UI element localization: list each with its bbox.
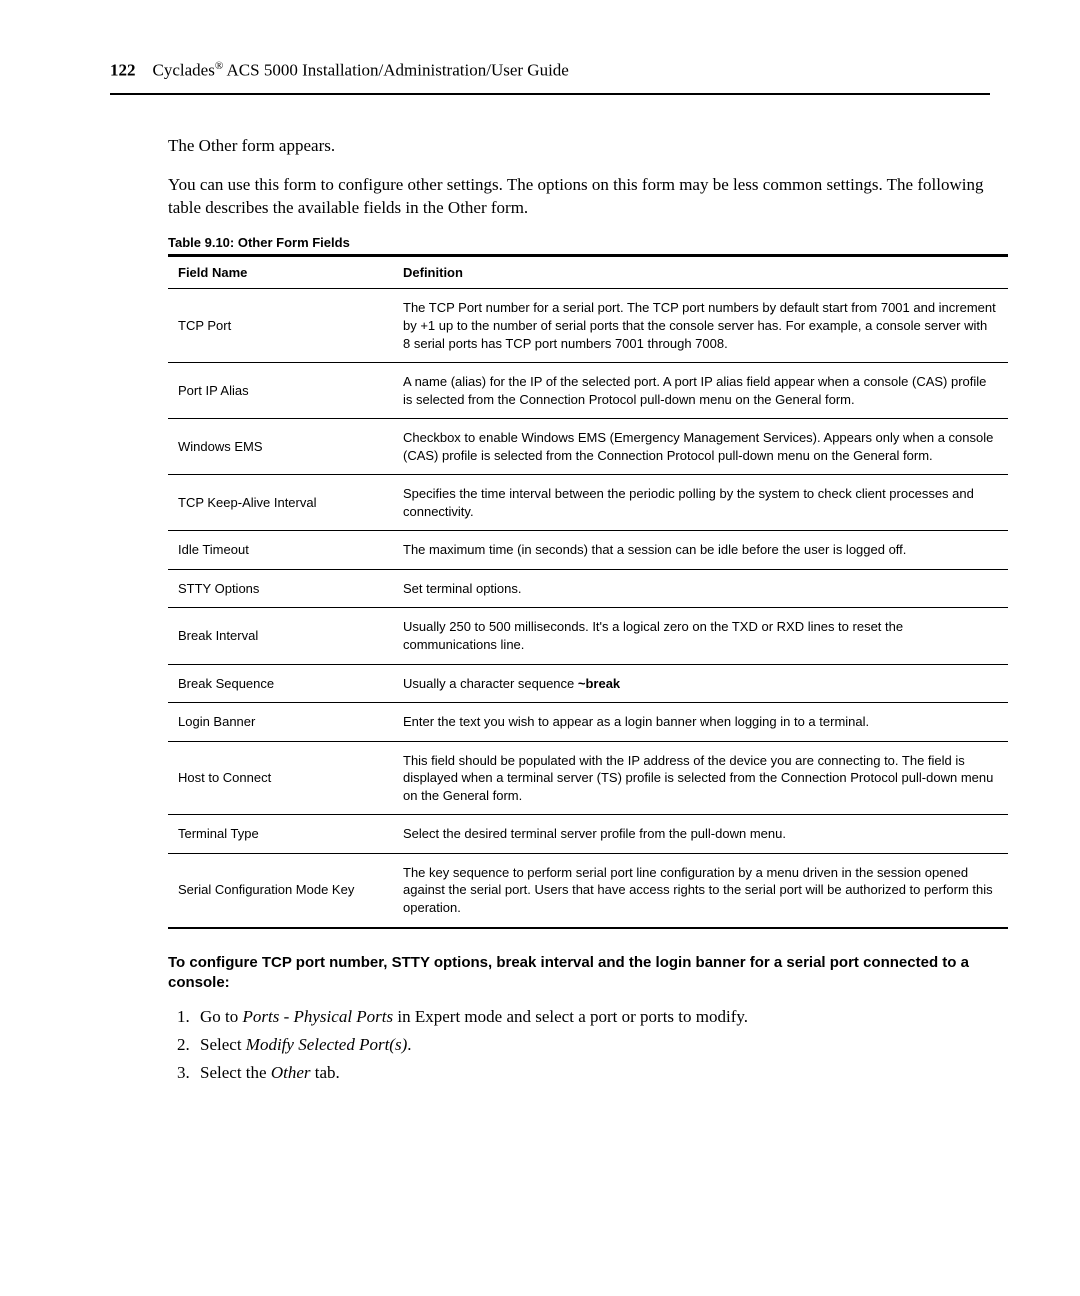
field-def: A name (alias) for the IP of the selecte… bbox=[393, 363, 1008, 419]
step-italic: Ports - Physical Ports bbox=[243, 1007, 394, 1026]
field-def: Set terminal options. bbox=[393, 569, 1008, 608]
step-text: . bbox=[407, 1035, 411, 1054]
field-def: Checkbox to enable Windows EMS (Emergenc… bbox=[393, 419, 1008, 475]
field-name: Port IP Alias bbox=[168, 363, 393, 419]
field-name: Host to Connect bbox=[168, 741, 393, 815]
header-rule bbox=[110, 93, 990, 95]
table-row: Serial Configuration Mode Key The key se… bbox=[168, 853, 1008, 927]
step-text: Select the bbox=[200, 1063, 271, 1082]
def-bold: ~break bbox=[578, 676, 620, 691]
procedure-heading: To configure TCP port number, STTY optio… bbox=[168, 953, 990, 994]
step-text: tab. bbox=[310, 1063, 339, 1082]
field-name: Idle Timeout bbox=[168, 531, 393, 570]
step-text: in Expert mode and select a port or port… bbox=[393, 1007, 748, 1026]
table-row: Port IP Alias A name (alias) for the IP … bbox=[168, 363, 1008, 419]
table-row: Break Interval Usually 250 to 500 millis… bbox=[168, 608, 1008, 664]
steps-list: Go to Ports - Physical Ports in Expert m… bbox=[168, 1007, 990, 1083]
table-row: Login Banner Enter the text you wish to … bbox=[168, 703, 1008, 742]
fields-table: Field Name Definition TCP Port The TCP P… bbox=[168, 254, 1008, 928]
page-content: 122 Cyclades® ACS 5000 Installation/Admi… bbox=[0, 0, 1080, 1151]
field-name: TCP Keep-Alive Interval bbox=[168, 475, 393, 531]
field-def: Enter the text you wish to appear as a l… bbox=[393, 703, 1008, 742]
step-text: Select bbox=[200, 1035, 246, 1054]
table-row: Windows EMS Checkbox to enable Windows E… bbox=[168, 419, 1008, 475]
field-def: This field should be populated with the … bbox=[393, 741, 1008, 815]
table-row: Break Sequence Usually a character seque… bbox=[168, 664, 1008, 703]
field-name: Serial Configuration Mode Key bbox=[168, 853, 393, 927]
intro-line-1: The Other form appears. bbox=[168, 135, 990, 158]
page-number: 122 bbox=[110, 61, 136, 80]
field-name: Terminal Type bbox=[168, 815, 393, 854]
step-text: Go to bbox=[200, 1007, 243, 1026]
step-item: Select Modify Selected Port(s). bbox=[194, 1035, 990, 1055]
table-row: TCP Port The TCP Port number for a seria… bbox=[168, 289, 1008, 363]
table-row: STTY Options Set terminal options. bbox=[168, 569, 1008, 608]
page-header: 122 Cyclades® ACS 5000 Installation/Admi… bbox=[110, 60, 990, 81]
col-field-name: Field Name bbox=[168, 256, 393, 289]
registered-mark: ® bbox=[215, 60, 223, 72]
table-caption: Table 9.10: Other Form Fields bbox=[168, 235, 990, 250]
table-row: TCP Keep-Alive Interval Specifies the ti… bbox=[168, 475, 1008, 531]
field-def: Specifies the time interval between the … bbox=[393, 475, 1008, 531]
field-def: Usually 250 to 500 milliseconds. It's a … bbox=[393, 608, 1008, 664]
def-prefix: Usually a character sequence bbox=[403, 676, 578, 691]
field-def: The key sequence to perform serial port … bbox=[393, 853, 1008, 927]
guide-title: ACS 5000 Installation/Administration/Use… bbox=[223, 61, 569, 80]
col-definition: Definition bbox=[393, 256, 1008, 289]
step-italic: Other bbox=[271, 1063, 311, 1082]
field-def: Select the desired terminal server profi… bbox=[393, 815, 1008, 854]
field-def: The maximum time (in seconds) that a ses… bbox=[393, 531, 1008, 570]
intro-line-2: You can use this form to configure other… bbox=[168, 174, 990, 220]
table-row: Idle Timeout The maximum time (in second… bbox=[168, 531, 1008, 570]
field-def: Usually a character sequence ~break bbox=[393, 664, 1008, 703]
field-name: STTY Options bbox=[168, 569, 393, 608]
field-name: Break Interval bbox=[168, 608, 393, 664]
product-name: Cyclades bbox=[153, 61, 215, 80]
field-name: Windows EMS bbox=[168, 419, 393, 475]
field-name: Break Sequence bbox=[168, 664, 393, 703]
table-header-row: Field Name Definition bbox=[168, 256, 1008, 289]
field-def: The TCP Port number for a serial port. T… bbox=[393, 289, 1008, 363]
table-row: Terminal Type Select the desired termina… bbox=[168, 815, 1008, 854]
field-name: Login Banner bbox=[168, 703, 393, 742]
table-row: Host to Connect This field should be pop… bbox=[168, 741, 1008, 815]
step-italic: Modify Selected Port(s) bbox=[246, 1035, 407, 1054]
step-item: Go to Ports - Physical Ports in Expert m… bbox=[194, 1007, 990, 1027]
field-name: TCP Port bbox=[168, 289, 393, 363]
step-item: Select the Other tab. bbox=[194, 1063, 990, 1083]
